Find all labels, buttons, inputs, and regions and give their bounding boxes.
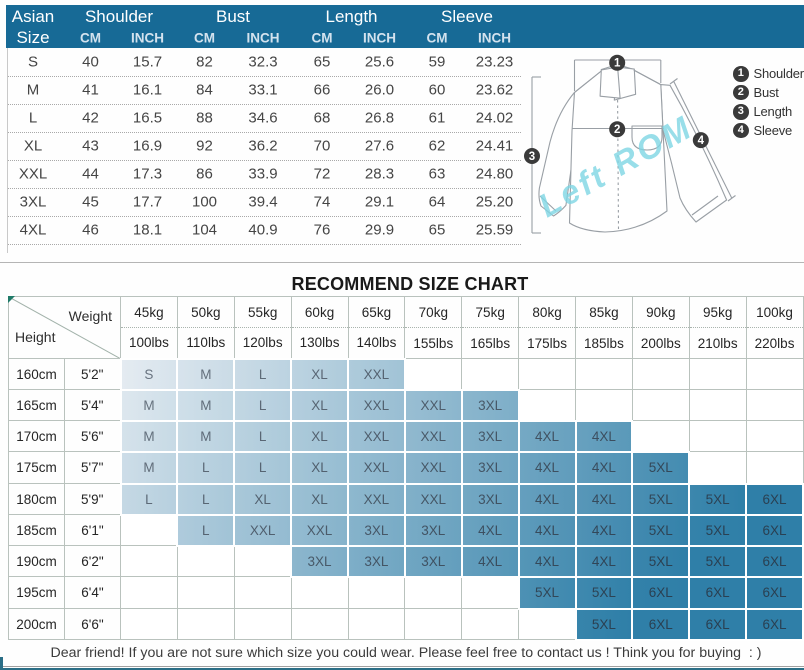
svg-text:4: 4	[698, 135, 705, 147]
svg-text:1: 1	[614, 58, 621, 70]
svg-text:2: 2	[614, 124, 620, 136]
svg-text:3: 3	[529, 151, 535, 163]
